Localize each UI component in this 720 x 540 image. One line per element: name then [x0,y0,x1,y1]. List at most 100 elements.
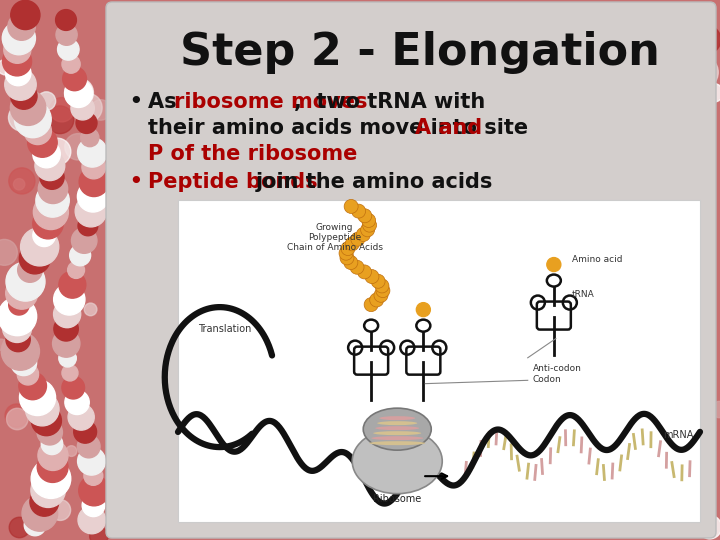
Text: Anti-codon
Codon: Anti-codon Codon [533,364,582,383]
Circle shape [21,228,59,266]
Circle shape [40,165,64,190]
Ellipse shape [352,429,442,494]
Text: their amino acids move into site: their amino acids move into site [148,118,536,138]
Circle shape [5,60,31,86]
Circle shape [3,47,32,76]
Circle shape [33,224,55,247]
Text: tRNA: tRNA [572,290,595,299]
Circle shape [120,385,133,399]
Circle shape [688,443,710,464]
Text: join the amino acids: join the amino acids [256,172,493,192]
Circle shape [5,404,28,427]
Circle shape [84,467,103,485]
Circle shape [65,390,89,415]
Ellipse shape [379,416,415,420]
Circle shape [9,517,30,538]
Circle shape [365,269,379,284]
Circle shape [9,104,35,131]
Text: A and: A and [415,118,482,138]
Circle shape [62,55,80,73]
Circle shape [44,138,71,165]
Circle shape [46,106,73,133]
Circle shape [78,216,98,236]
Circle shape [371,274,385,288]
Circle shape [78,181,109,212]
Circle shape [31,459,71,498]
Circle shape [645,200,688,242]
Circle shape [11,350,37,376]
Circle shape [3,313,32,342]
Circle shape [71,228,97,253]
Circle shape [33,140,60,168]
Circle shape [5,69,36,100]
Circle shape [12,307,31,326]
Circle shape [14,179,24,190]
Circle shape [33,208,63,239]
Circle shape [350,260,364,274]
Circle shape [346,237,359,251]
Circle shape [73,420,96,443]
Circle shape [376,284,390,298]
Circle shape [65,79,92,107]
Circle shape [8,13,35,40]
Circle shape [1,332,40,370]
Circle shape [698,515,720,539]
Circle shape [31,473,66,508]
Circle shape [53,330,80,357]
Circle shape [358,209,372,223]
Circle shape [30,488,59,516]
Circle shape [78,506,106,534]
Circle shape [33,194,68,230]
Circle shape [658,303,680,325]
Ellipse shape [372,436,423,440]
Circle shape [17,363,39,385]
Circle shape [65,78,94,107]
Text: Growing
Polypeptide
Chain of Amino Acids: Growing Polypeptide Chain of Amino Acids [287,222,382,252]
Circle shape [58,39,79,60]
Circle shape [655,400,684,429]
Circle shape [70,245,91,266]
Circle shape [341,241,355,255]
Circle shape [670,239,694,264]
Circle shape [704,83,720,102]
Circle shape [4,36,31,63]
Circle shape [416,302,431,316]
Circle shape [6,277,37,309]
Circle shape [63,67,86,91]
Circle shape [37,451,68,482]
Circle shape [18,258,42,282]
Circle shape [59,349,76,367]
Circle shape [50,98,74,122]
Circle shape [82,156,106,179]
Circle shape [634,168,652,186]
Circle shape [35,151,65,180]
Ellipse shape [373,431,421,435]
Text: As: As [148,92,184,112]
Circle shape [361,223,374,237]
Circle shape [364,298,378,312]
Circle shape [356,227,370,241]
FancyBboxPatch shape [106,2,716,538]
Text: mRNA: mRNA [663,430,694,440]
Circle shape [361,213,376,227]
Circle shape [54,316,78,341]
Text: Peptide bonds: Peptide bonds [148,172,325,192]
Circle shape [22,496,58,531]
Text: ,  two tRNA with: , two tRNA with [294,92,485,112]
Circle shape [685,56,719,89]
Circle shape [9,168,35,194]
Circle shape [9,294,30,315]
Circle shape [339,246,353,260]
Circle shape [344,255,358,269]
Circle shape [36,184,69,217]
Circle shape [71,97,94,120]
Circle shape [73,93,102,122]
Circle shape [0,297,37,336]
Circle shape [91,100,111,120]
Circle shape [31,98,42,109]
Circle shape [25,392,59,426]
Circle shape [66,446,77,456]
Circle shape [54,284,85,315]
Circle shape [38,174,68,204]
Circle shape [369,293,384,307]
